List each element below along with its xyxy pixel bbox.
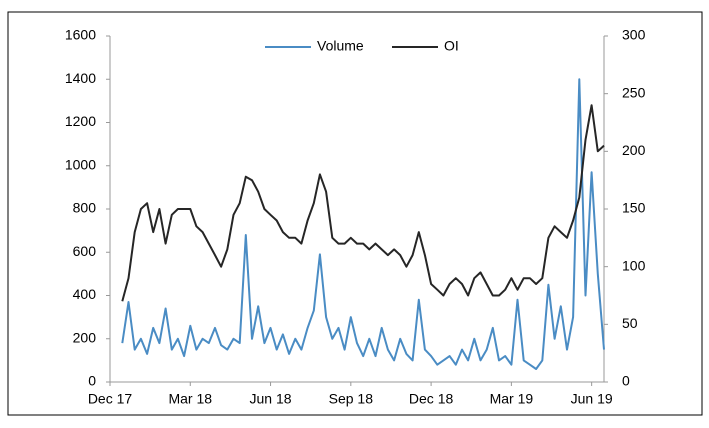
y2-tick-label: 100 xyxy=(622,257,646,273)
y-tick-label: 1000 xyxy=(65,156,96,172)
y2-tick-label: 300 xyxy=(622,27,646,43)
x-tick-label: Mar 18 xyxy=(168,391,212,407)
y-tick-label: 1600 xyxy=(65,27,96,43)
x-tick-label: Jun 18 xyxy=(250,391,292,407)
y-tick-label: 0 xyxy=(88,373,96,389)
y-tick-label: 400 xyxy=(73,286,97,302)
x-tick-label: Mar 19 xyxy=(490,391,534,407)
series-line xyxy=(121,78,605,370)
legend-label: Volume xyxy=(317,38,364,54)
series-line xyxy=(121,104,605,302)
legend-label: OI xyxy=(444,38,459,54)
y-tick-label: 1200 xyxy=(65,113,96,129)
y2-tick-label: 50 xyxy=(622,315,638,331)
x-tick-label: Sep 18 xyxy=(329,391,374,407)
y2-tick-label: 150 xyxy=(622,200,646,216)
y2-tick-label: 0 xyxy=(622,373,630,389)
x-tick-label: Jun 19 xyxy=(571,391,613,407)
frame xyxy=(7,11,703,416)
y-tick-label: 600 xyxy=(73,243,97,259)
y-tick-label: 800 xyxy=(73,200,97,216)
y-tick-label: 1400 xyxy=(65,70,96,86)
y2-tick-label: 250 xyxy=(622,84,646,100)
x-tick-label: Dec 18 xyxy=(409,391,454,407)
x-tick-label: Dec 17 xyxy=(88,391,133,407)
y-tick-label: 200 xyxy=(73,329,97,345)
y2-tick-label: 200 xyxy=(622,142,646,158)
